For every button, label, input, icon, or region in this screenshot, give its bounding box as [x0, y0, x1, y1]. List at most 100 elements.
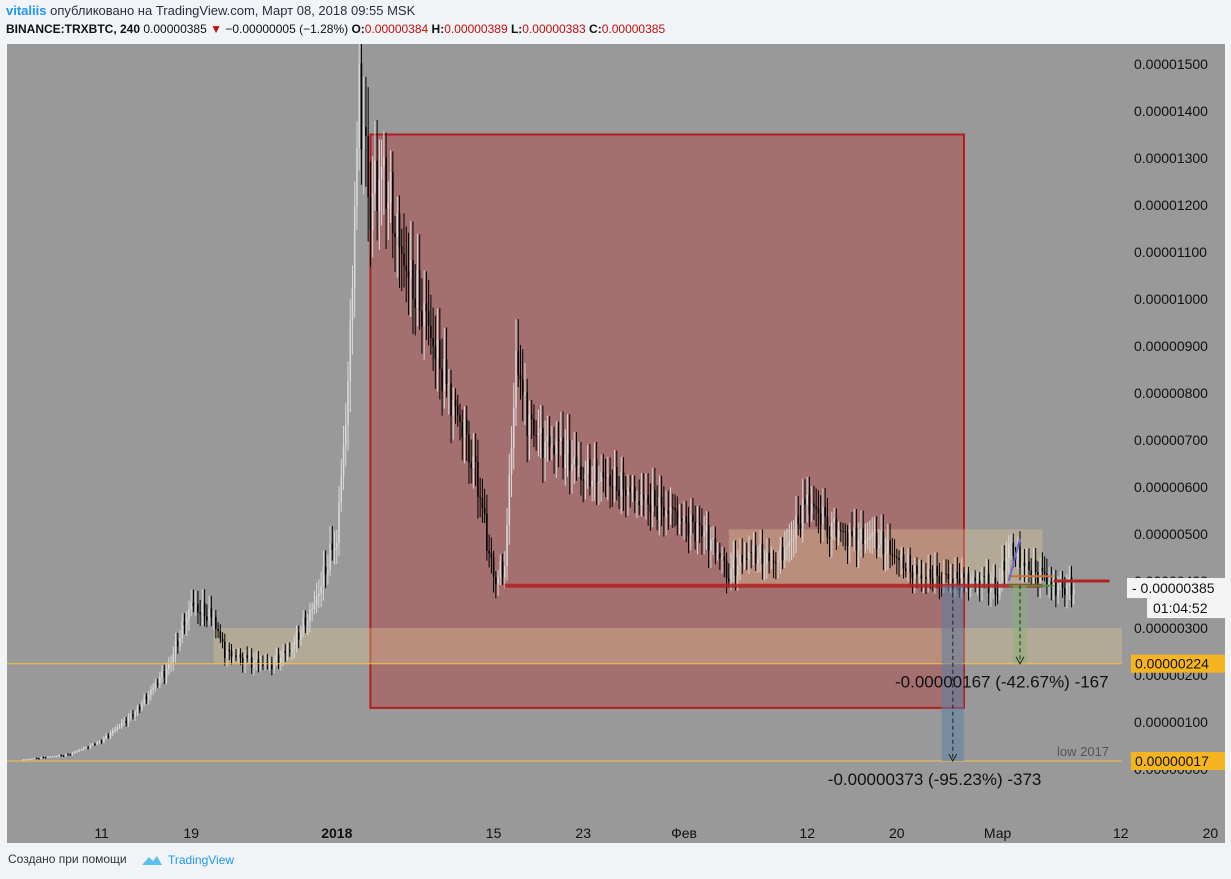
- candle-body: [833, 518, 835, 523]
- candle-body: [286, 650, 289, 654]
- candle-body: [528, 414, 531, 436]
- candle-body: [618, 490, 620, 497]
- candle-body: [288, 650, 291, 652]
- candle-body: [976, 580, 979, 582]
- candle-body: [268, 662, 271, 664]
- candle-body: [486, 513, 488, 551]
- candle-body: [42, 757, 45, 759]
- candle-body: [150, 689, 152, 695]
- candle-body: [40, 757, 42, 759]
- candle-body: [925, 576, 927, 579]
- candle-body: [351, 288, 354, 321]
- time-axis[interactable]: 11 19 2018 15 23 Фев 12 20 Мар 12 20: [94, 825, 1218, 841]
- candle-body: [371, 193, 374, 231]
- candle-body: [47, 756, 49, 758]
- candle-body: [293, 642, 296, 649]
- price-tick-label: 0.00000600: [1134, 479, 1208, 495]
- candle-body: [909, 554, 912, 573]
- candle-body: [739, 555, 741, 566]
- candle-body: [490, 553, 493, 558]
- candle-body: [777, 560, 779, 563]
- candle-body: [934, 566, 936, 586]
- current-price-tag: [1127, 578, 1225, 599]
- candle-body: [118, 727, 121, 729]
- candle-body: [1023, 562, 1026, 566]
- candle-body: [362, 127, 365, 150]
- candle-body: [436, 339, 439, 359]
- candle-body: [380, 166, 383, 180]
- candle-body: [439, 339, 441, 369]
- candle-body: [210, 608, 213, 618]
- price-chart[interactable]: 0.00001500 0.00001400 0.00001300 0.00001200…: [7, 7, 1225, 843]
- candle-body: [560, 437, 562, 441]
- candle-body: [1072, 589, 1075, 595]
- candle-body: [826, 516, 829, 537]
- time-tick-label: Фев: [671, 825, 697, 841]
- candle-body: [860, 528, 862, 541]
- candle-body: [562, 437, 564, 469]
- candle-body: [385, 157, 387, 209]
- candle-body: [911, 572, 914, 579]
- candle-body: [349, 320, 352, 382]
- candle-body: [831, 522, 833, 540]
- price-tick-label: 0.00001100: [1134, 244, 1207, 260]
- time-tick-label: Мар: [984, 825, 1012, 841]
- candle-body: [837, 530, 840, 537]
- candle-body: [689, 514, 692, 536]
- candle-body: [241, 657, 244, 665]
- candle-body: [725, 560, 728, 579]
- candle-body: [76, 751, 78, 753]
- candle-body: [663, 506, 665, 517]
- candle-body: [172, 653, 175, 663]
- tradingview-logo[interactable]: TradingView: [140, 851, 234, 869]
- candle-body: [651, 490, 654, 512]
- candle-body: [1061, 580, 1064, 589]
- symbol-name: BINANCE:TRXBTC, 240: [6, 22, 141, 36]
- candle-body: [824, 507, 826, 517]
- time-tick-label: 20: [889, 825, 905, 841]
- candle-body: [828, 536, 831, 540]
- candle-body: [1041, 567, 1044, 572]
- candle-body: [91, 744, 94, 746]
- candle-body: [78, 750, 80, 752]
- level-price-tag: [1131, 654, 1225, 673]
- candle-body: [98, 741, 101, 743]
- arrow-head-icon: [1015, 656, 1025, 665]
- candle-body: [425, 302, 428, 312]
- candle-body: [775, 562, 777, 564]
- candle-body: [694, 522, 696, 542]
- candle-body: [633, 486, 636, 501]
- candle-body: [692, 514, 694, 523]
- candle-body: [667, 510, 670, 515]
- candle-body: [333, 547, 336, 551]
- candle-body: [304, 617, 307, 626]
- price-tick-label: 0.00000900: [1134, 338, 1208, 354]
- candle-body: [786, 546, 788, 549]
- author-link[interactable]: vitaliis: [6, 3, 47, 18]
- candle-body: [192, 602, 195, 607]
- candle-body: [374, 160, 376, 194]
- candle-body: [734, 557, 737, 576]
- chart-canvas[interactable]: 0.00001500 0.00001400 0.00001300 0.00001200…: [7, 7, 1225, 843]
- candle-body: [770, 560, 773, 562]
- candle-body: [300, 632, 302, 640]
- candle-body: [159, 676, 161, 685]
- candle-body: [907, 554, 909, 572]
- open-label: O:: [351, 22, 365, 36]
- candle-body: [665, 510, 667, 517]
- candle-body: [497, 576, 499, 585]
- candle-body: [678, 518, 681, 525]
- candle-body: [674, 508, 676, 511]
- candle-body: [116, 727, 119, 730]
- candle-body: [519, 375, 522, 380]
- candle-body: [418, 270, 421, 311]
- candle-body: [954, 572, 956, 584]
- price-axis[interactable]: 0.00001500 0.00001400 0.00001300 0.00001200…: [1127, 56, 1225, 777]
- candle-body: [69, 754, 72, 756]
- candle-body: [112, 730, 114, 734]
- candle-body: [904, 568, 907, 572]
- candle-body: [190, 602, 192, 610]
- candle-body: [199, 612, 201, 614]
- candle-body: [813, 503, 815, 507]
- candle-body: [947, 574, 950, 579]
